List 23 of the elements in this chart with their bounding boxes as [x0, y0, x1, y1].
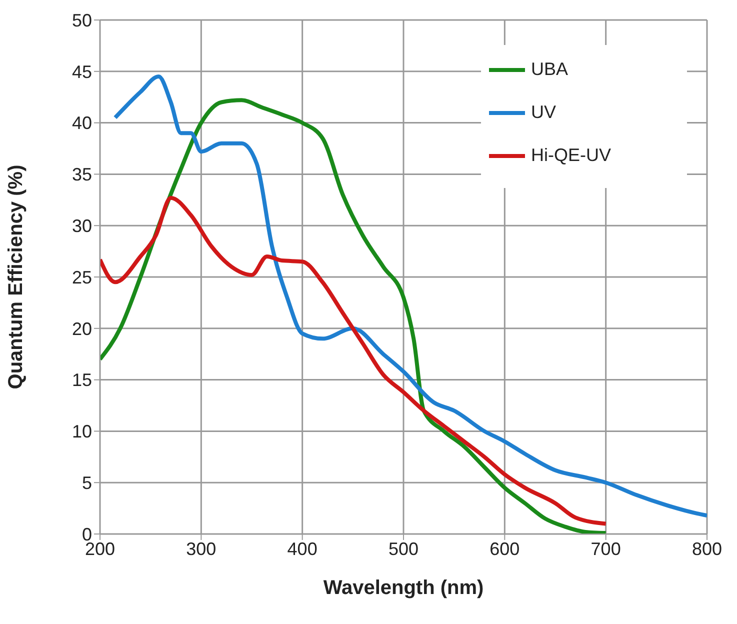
y-axis-title: Quantum Efficiency (%) [5, 164, 28, 390]
legend-label: UBA [531, 59, 568, 80]
x-tick-label: 300 [186, 538, 216, 559]
y-tick-label: 30 [72, 216, 92, 236]
x-tick-label: 500 [388, 538, 419, 559]
legend-label: UV [531, 102, 556, 123]
x-axis-title: Wavelength (nm) [323, 577, 484, 599]
x-tick-label: 600 [490, 538, 520, 559]
x-tick-label: 800 [692, 538, 722, 559]
y-tick-label: 15 [72, 370, 92, 390]
y-tick-label: 35 [72, 164, 92, 185]
legend-label: Hi-QE-UV [531, 145, 611, 166]
y-tick-label: 40 [72, 113, 92, 134]
y-tick-label: 10 [72, 422, 92, 442]
y-tick-label: 25 [72, 267, 92, 288]
y-tick-label: 50 [72, 10, 92, 30]
x-tick-label: 700 [590, 538, 621, 559]
y-tick-label: 20 [72, 318, 92, 339]
y-tick-label: 45 [72, 62, 92, 82]
y-tick-label: 5 [82, 472, 92, 493]
line-series [100, 196, 608, 526]
x-tick-label: 400 [287, 538, 318, 559]
line-series [113, 74, 707, 518]
